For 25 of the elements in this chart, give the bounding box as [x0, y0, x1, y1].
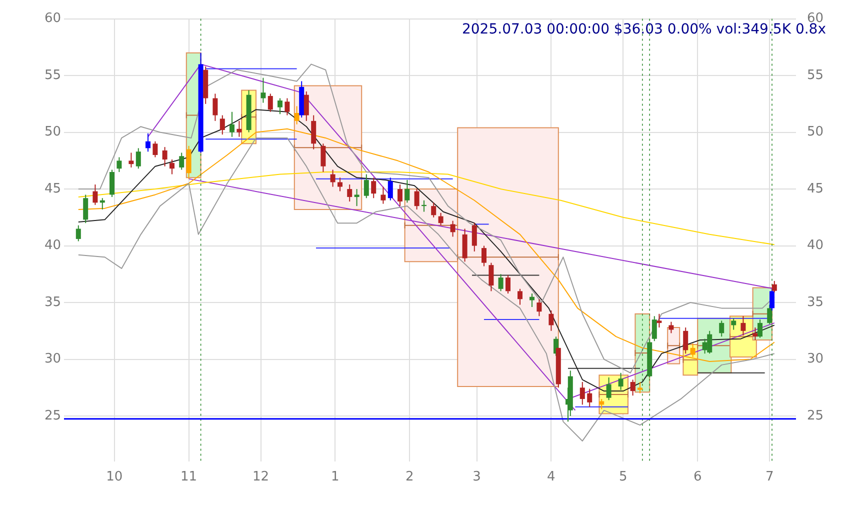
- y-tick-label: 30: [44, 352, 61, 367]
- y-tick-label: 35: [44, 294, 61, 310]
- y-tick-label: 55: [44, 68, 61, 83]
- x-tick-label: 6: [693, 470, 702, 485]
- y2-tick-label: 35: [807, 294, 824, 310]
- x-tick-label: 3: [472, 470, 481, 485]
- y2-tick-label: 55: [807, 68, 824, 83]
- x-tick-label: 7: [765, 470, 774, 485]
- x-tick-label: 2: [405, 470, 414, 485]
- y-tick-label: 40: [44, 238, 61, 254]
- x-tick-label: 5: [619, 470, 628, 485]
- y-tick-label: 50: [44, 124, 61, 140]
- y2-tick-label: 45: [807, 181, 824, 196]
- y-tick-label: 25: [44, 408, 61, 424]
- x-tick-label: 11: [180, 470, 198, 485]
- x-tick-label: 1: [331, 470, 340, 485]
- x-tick-label: 4: [547, 470, 556, 485]
- y-tick-label: 45: [44, 181, 61, 196]
- x-tick-label: 12: [252, 470, 270, 485]
- y2-tick-label: 40: [807, 238, 824, 254]
- y2-tick-label: 30: [807, 352, 824, 367]
- y2-tick-label: 50: [807, 124, 824, 140]
- y2-tick-label: 25: [807, 408, 824, 424]
- y-tick-label: 60: [44, 11, 61, 26]
- x-tick-label: 10: [106, 470, 123, 485]
